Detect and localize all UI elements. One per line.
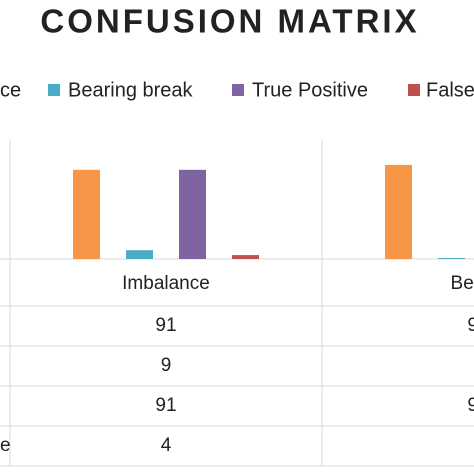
legend-label: False — [426, 79, 474, 101]
category-label: Bearin — [451, 273, 474, 294]
legend-label: True Positive — [252, 79, 368, 101]
table-cell: 91 — [155, 315, 176, 336]
bar — [438, 258, 465, 259]
bar — [232, 255, 259, 259]
table-cell: 4 — [161, 435, 172, 456]
table-cell: 1 — [473, 355, 474, 376]
row-label: e — [0, 435, 11, 456]
bar — [73, 169, 100, 259]
bar — [179, 169, 206, 259]
bar — [385, 164, 412, 259]
table-cell: 91 — [155, 395, 176, 416]
legend-swatch — [48, 84, 60, 96]
table-cell: 96 — [467, 315, 474, 336]
legend-label: ce — [0, 79, 21, 101]
legend-swatch — [408, 84, 420, 96]
legend-swatch — [232, 84, 244, 96]
category-label: Imbalance — [122, 273, 210, 294]
chart-title: CONFUSION MATRIX — [40, 3, 419, 40]
table-cell: 9 — [161, 355, 172, 376]
table-cell: 96 — [467, 395, 474, 416]
bar — [126, 250, 153, 259]
legend-label: Bearing break — [68, 79, 194, 101]
